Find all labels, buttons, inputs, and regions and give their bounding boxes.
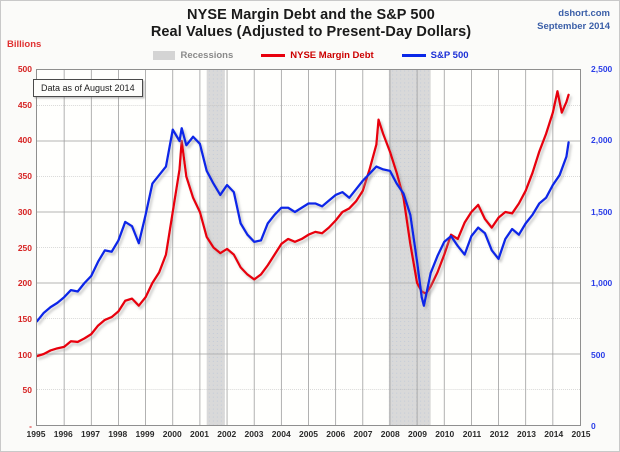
right-axis-tick: 0 [591,421,596,431]
data-as-of-annotation: Data as of August 2014 [33,79,143,97]
source-attribution: dshort.com September 2014 [537,8,610,33]
x-axis-tick: 2004 [271,429,291,439]
x-axis-tick: 2012 [489,429,509,439]
sp500-line-icon [401,54,426,57]
legend-label-recessions: Recessions [180,50,234,61]
x-axis-tick: 2011 [462,429,482,439]
right-axis-tick: 1,500 [591,206,613,217]
right-axis-tick: 500 [591,349,606,360]
plot-svg [37,70,580,425]
page-title: NYSE Margin Debt and the S&P 500 [187,7,435,23]
right-axis-tick: 1,000 [591,278,613,289]
series-line-s-p-500 [37,127,570,323]
x-axis-tick: 2015 [571,429,591,439]
page-subtitle: Real Values (Adjusted to Present-Day Dol… [150,24,472,40]
x-axis: 1995 1996 1997 1998 1999 2000 2001 2002 2003 2004… [27,428,591,448]
left-axis-tick: 50 [22,385,32,396]
x-axis-tick: 2005 [299,429,318,439]
left-axis-tick: 300 [17,206,32,217]
x-axis-tick: 1995 [26,429,46,439]
x-axis-tick: 2009 [408,429,427,439]
legend-label-sp500: S&P 500 [430,50,469,61]
left-axis: 500 450 400 350 300 250 200 150 100 50 - [1,64,32,431]
right-axis-tick: 2,500 [591,64,613,74]
recession-swatch-icon [153,51,176,60]
left-axis-tick: 500 [17,64,32,74]
margin-debt-line-icon [261,54,286,57]
left-axis-tick: 350 [17,171,32,182]
left-axis-tick: 200 [17,278,32,289]
left-axis-unit-label: Billions [7,39,42,50]
chart-legend: Recessions NYSE Margin Debt S&P 500 [1,50,620,61]
x-axis-tick: 2001 [190,429,209,439]
left-axis-tick: 150 [17,313,32,324]
x-axis-tick: 2007 [353,429,373,439]
series-line-nyse-margin-debt [37,90,570,358]
source-date: September 2014 [537,20,610,32]
legend-label-margin-debt: NYSE Margin Debt [290,50,374,61]
x-axis-tick: 1999 [135,429,155,439]
chart-title-block: NYSE Margin Debt and the S&P 500 Real Va… [1,7,620,41]
x-axis-tick: 2008 [380,429,400,439]
plot-area [36,69,581,426]
x-axis-tick: 2013 [517,429,536,439]
left-axis-tick: 250 [17,242,32,253]
x-axis-tick: 2000 [162,429,182,439]
x-axis-tick: 1996 [53,429,73,439]
left-axis-tick: 100 [17,349,32,360]
x-axis-tick: 2006 [326,429,346,439]
legend-item-recessions: Recessions [153,50,233,61]
source-site: dshort.com [558,8,610,19]
left-axis-tick: - [29,421,32,431]
x-axis-tick: 2003 [244,429,264,439]
x-axis-tick: 1998 [108,429,128,439]
x-axis-tick: 2010 [435,429,455,439]
legend-item-margin-debt: NYSE Margin Debt [261,50,374,61]
right-axis-tick: 2,000 [591,135,613,146]
left-axis-tick: 400 [17,135,32,146]
left-axis-tick: 450 [17,99,32,110]
x-axis-tick: 1997 [81,429,100,439]
x-axis-tick: 2002 [217,429,237,439]
legend-item-sp500: S&P 500 [401,50,469,61]
x-axis-tick: 2014 [544,429,564,439]
recession-band [206,70,225,425]
right-axis: 2,500 2,000 1,500 1,000 500 0 [585,64,620,431]
